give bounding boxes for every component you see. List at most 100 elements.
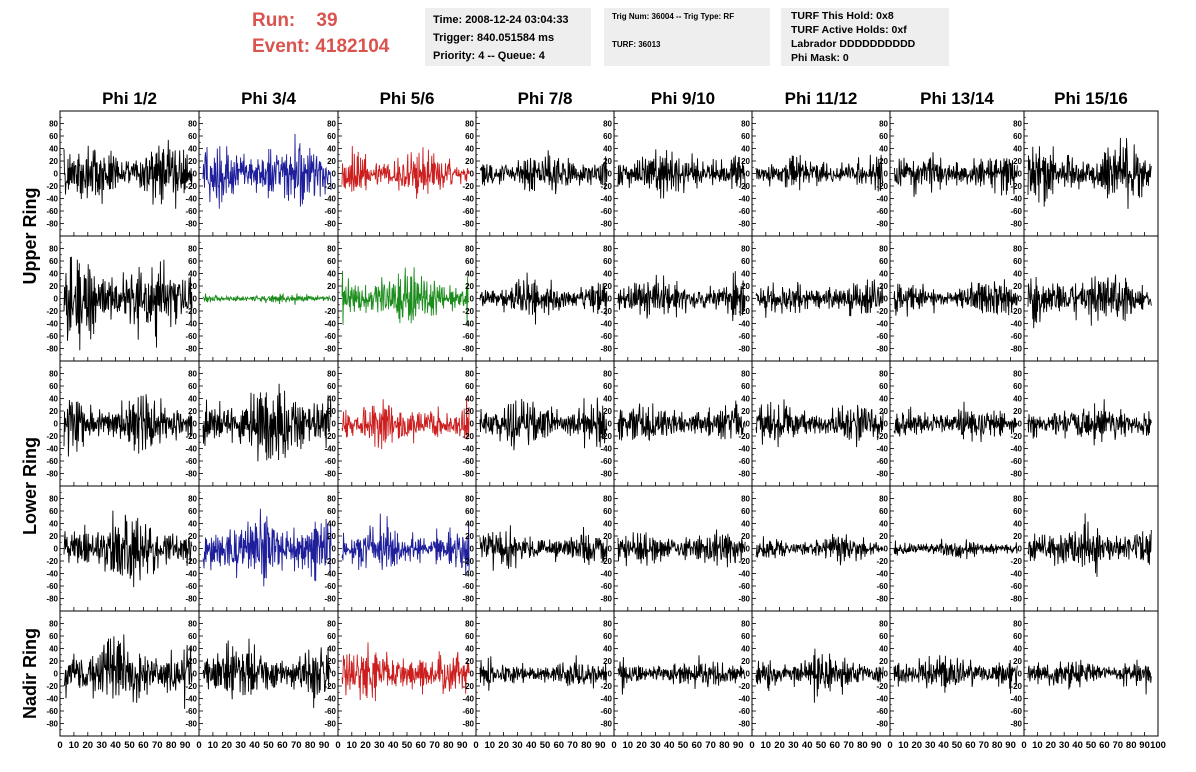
- y-tick-label: -20: [1010, 307, 1022, 316]
- y-tick-label: 20: [327, 657, 336, 666]
- y-tick-label: 0: [1018, 170, 1023, 179]
- y-tick-label: 20: [327, 532, 336, 541]
- column-header: Phi 1/2: [102, 89, 157, 108]
- time-text: Time: 2008-12-24 03:04:33: [433, 14, 569, 26]
- y-tick-label: 40: [327, 520, 336, 529]
- y-tick-label: 0: [1018, 670, 1023, 679]
- y-tick-label: -40: [738, 570, 750, 579]
- y-tick-label: -20: [1010, 557, 1022, 566]
- y-tick-label: 80: [603, 370, 612, 379]
- y-tick-label: -80: [185, 720, 197, 729]
- y-tick-label: 80: [603, 620, 612, 629]
- y-tick-label: 80: [603, 245, 612, 254]
- y-tick-label: 20: [879, 657, 888, 666]
- y-tick-label: 80: [188, 120, 197, 129]
- waveform-trace: [63, 394, 193, 457]
- y-tick-label: 40: [327, 645, 336, 654]
- x-tick-label: 90: [319, 740, 330, 751]
- waveform-trace: [893, 401, 1018, 443]
- y-tick-label: 40: [1013, 520, 1022, 529]
- y-tick-label: 80: [879, 620, 888, 629]
- y-tick-label: -40: [185, 195, 197, 204]
- x-tick-label: 30: [788, 740, 799, 751]
- y-tick-label: -40: [738, 695, 750, 704]
- y-tick-label: -20: [876, 182, 888, 191]
- x-tick-label: 40: [664, 740, 675, 751]
- y-tick-label: -20: [738, 307, 750, 316]
- y-tick-label: 80: [188, 370, 197, 379]
- y-tick-label: 20: [188, 532, 197, 541]
- y-tick-label: -60: [46, 707, 58, 716]
- y-tick-label: -40: [1010, 570, 1022, 579]
- y-tick-label: 40: [741, 270, 750, 279]
- y-tick-label: 20: [49, 157, 58, 166]
- waveform-trace: [755, 279, 884, 318]
- y-tick-label: 20: [603, 407, 612, 416]
- x-tick-label: 10: [208, 740, 219, 751]
- y-tick-label: -20: [462, 432, 474, 441]
- y-tick-label: 40: [49, 270, 58, 279]
- y-tick-label: 80: [49, 370, 58, 379]
- x-tick-label: 50: [816, 740, 827, 751]
- y-tick-label: 60: [603, 132, 612, 141]
- y-tick-label: -20: [600, 182, 612, 191]
- y-tick-label: -40: [600, 695, 612, 704]
- y-tick-label: 40: [188, 645, 197, 654]
- x-tick-label: 30: [235, 740, 246, 751]
- y-tick-label: 80: [1013, 245, 1022, 254]
- y-tick-label: 80: [603, 120, 612, 129]
- y-tick-label: -20: [600, 557, 612, 566]
- y-tick-label: -60: [1010, 207, 1022, 216]
- x-tick-label: 30: [96, 740, 107, 751]
- column-header: Phi 11/12: [785, 89, 858, 108]
- x-tick-label: 30: [512, 740, 523, 751]
- waveform-trace: [617, 271, 746, 322]
- y-tick-label: 40: [49, 645, 58, 654]
- waveform-trace: [1027, 399, 1152, 446]
- y-tick-label: -60: [1010, 707, 1022, 716]
- x-tick-label: 10: [898, 740, 909, 751]
- x-tick-label: 30: [650, 740, 661, 751]
- y-tick-label: -60: [1010, 457, 1022, 466]
- y-tick-label: -40: [738, 445, 750, 454]
- x-tick-label: 0: [611, 740, 616, 751]
- y-tick-label: 40: [188, 520, 197, 529]
- x-tick-label: 60: [416, 740, 427, 751]
- y-tick-label: 60: [1013, 632, 1022, 641]
- y-tick-label: 80: [327, 120, 336, 129]
- y-tick-label: 20: [879, 282, 888, 291]
- y-tick-label: -80: [462, 345, 474, 354]
- x-tick-label: 30: [374, 740, 385, 751]
- y-tick-label: 60: [741, 132, 750, 141]
- y-tick-label: -60: [600, 582, 612, 591]
- y-tick-label: 0: [470, 545, 475, 554]
- x-tick-label: 50: [402, 740, 413, 751]
- waveform-trace: [341, 267, 470, 326]
- y-tick-label: 60: [188, 382, 197, 391]
- y-tick-label: -80: [600, 470, 612, 479]
- y-tick-label: -20: [876, 557, 888, 566]
- y-tick-label: -80: [462, 470, 474, 479]
- y-tick-label: -40: [46, 320, 58, 329]
- y-tick-label: 20: [465, 657, 474, 666]
- x-tick-label: 20: [636, 740, 647, 751]
- y-tick-label: 40: [1013, 145, 1022, 154]
- y-tick-label: 80: [327, 620, 336, 629]
- y-tick-label: -40: [600, 320, 612, 329]
- y-tick-label: 0: [746, 670, 751, 679]
- x-tick-label: 10: [485, 740, 496, 751]
- x-tick-label: 30: [925, 740, 936, 751]
- y-tick-label: -20: [1010, 682, 1022, 691]
- waveform-trace: [479, 397, 608, 451]
- y-tick-label: -20: [185, 557, 197, 566]
- ring-label: Lower Ring: [20, 437, 40, 535]
- y-tick-label: 0: [746, 170, 751, 179]
- y-tick-label: -60: [600, 457, 612, 466]
- column-header: Phi 15/16: [1054, 89, 1128, 108]
- y-tick-label: 60: [1013, 507, 1022, 516]
- y-tick-label: 60: [49, 382, 58, 391]
- y-tick-label: -60: [462, 207, 474, 216]
- y-tick-label: 0: [608, 670, 613, 679]
- y-tick-label: 0: [332, 670, 337, 679]
- column-header: Phi 7/8: [518, 89, 573, 108]
